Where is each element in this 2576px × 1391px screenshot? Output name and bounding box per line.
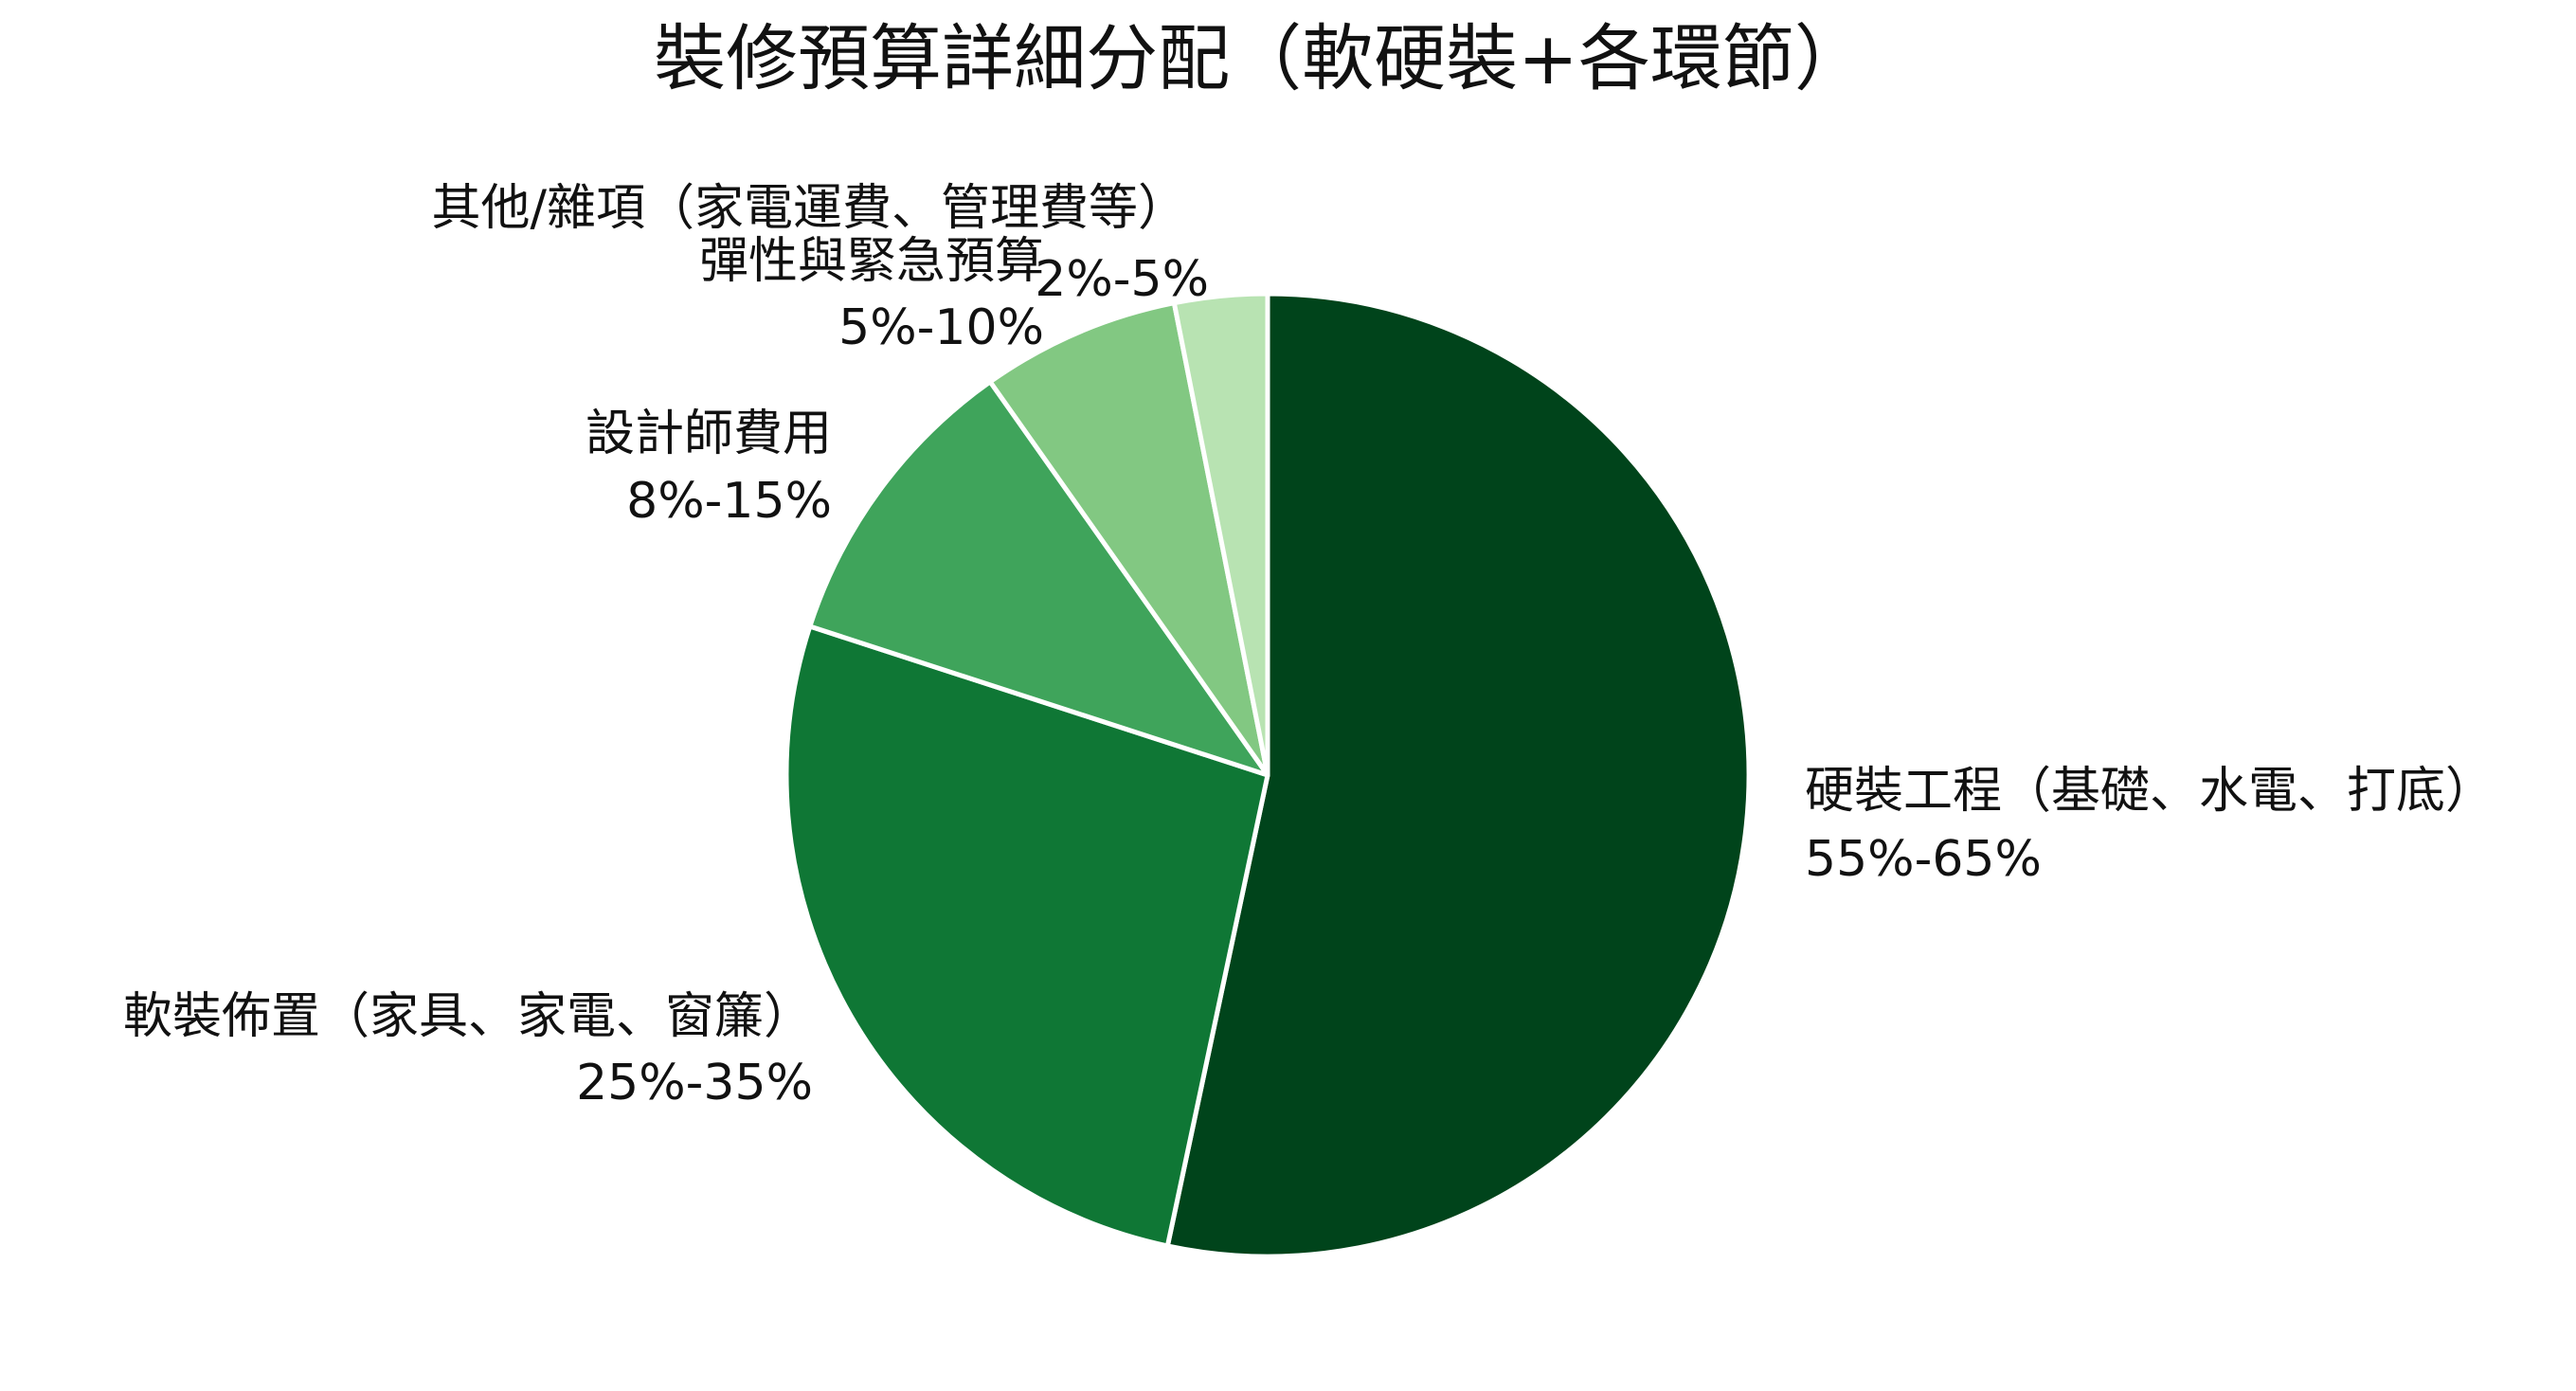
pie-slice	[784, 623, 1270, 1249]
slice-range-label: 5%-10%	[838, 299, 1044, 356]
pie-slice	[807, 379, 1270, 778]
slice-range-label: 55%-65%	[1805, 831, 2042, 888]
slice-label: 硬裝工程（基礎、水電、打底）	[1805, 763, 2495, 820]
chart-title: 裝修預算詳細分配（軟硬裝+各環節）	[654, 16, 1866, 100]
pie-slice	[987, 300, 1270, 778]
slice-range-label: 8%-15%	[626, 473, 832, 530]
slice-label: 其他/雜項（家電運費、管理費等）	[431, 180, 1187, 237]
pie-slice	[1171, 291, 1270, 778]
pie-slices	[784, 291, 1752, 1259]
slice-label: 彈性與緊急預算	[699, 233, 1044, 290]
slice-label: 設計師費用	[585, 406, 832, 462]
pie-labels: 硬裝工程（基礎、水電、打底） 55%-65% 軟裝佈置（家具、家電、窗簾） 25%-3…	[123, 180, 2495, 1111]
pie-slice	[1164, 291, 1752, 1259]
slice-range-label: 25%-35%	[576, 1055, 813, 1111]
slice-range-label: 2%-5%	[1035, 251, 1209, 308]
slice-label: 軟裝佈置（家具、家電、窗簾）	[123, 988, 813, 1045]
